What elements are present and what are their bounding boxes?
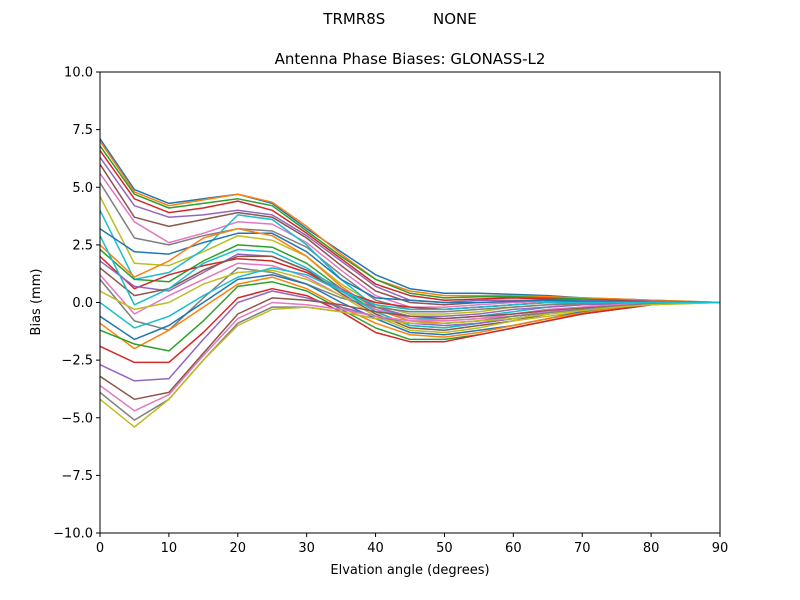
x-tick-label: 60 [505, 541, 522, 556]
y-tick: −7.5 [61, 469, 100, 484]
x-tick: 90 [712, 533, 729, 556]
y-tick: 5.0 [72, 181, 100, 196]
x-tick: 80 [643, 533, 660, 556]
x-tick-label: 40 [367, 541, 384, 556]
x-tick: 10 [161, 533, 178, 556]
x-tick: 30 [298, 533, 315, 556]
y-tick: −2.5 [61, 354, 100, 369]
y-tick-label: 5.0 [72, 181, 93, 196]
chart-title: Antenna Phase Biases: GLONASS-L2 [275, 50, 546, 68]
x-tick-label: 50 [436, 541, 453, 556]
y-axis-label: Bias (mm) [29, 269, 44, 336]
x-tick-label: 80 [643, 541, 660, 556]
y-tick: −10.0 [53, 527, 100, 542]
x-tick-label: 10 [161, 541, 178, 556]
y-tick: −5.0 [61, 411, 100, 426]
series-lines [100, 138, 720, 428]
x-tick: 40 [367, 533, 384, 556]
y-tick: 2.5 [72, 238, 100, 253]
series-line-24 [100, 287, 720, 364]
x-tick-label: 0 [96, 541, 104, 556]
y-tick-label: 10.0 [64, 66, 93, 81]
series-line-30 [100, 235, 720, 311]
y-tick: 0.0 [72, 296, 100, 311]
series-line-4 [100, 149, 720, 304]
y-tick-label: 2.5 [72, 238, 93, 253]
y-tick-label: −2.5 [61, 354, 93, 369]
y-tick-label: −5.0 [61, 411, 93, 426]
series-line-22 [100, 276, 720, 350]
x-axis-label: Elvation angle (degrees) [330, 563, 489, 578]
series-line-17 [100, 262, 720, 322]
x-tick-label: 30 [298, 541, 315, 556]
x-tick-label: 70 [574, 541, 591, 556]
series-line-2 [100, 140, 720, 304]
y-tick-label: −10.0 [53, 527, 93, 542]
chart-suptitle: TRMR8S NONE [322, 10, 476, 28]
x-tick-label: 20 [230, 541, 247, 556]
y-tick: 7.5 [72, 123, 100, 138]
series-line-11 [100, 228, 720, 304]
y-tick: 10.0 [64, 66, 100, 81]
x-axis: 0 10 20 30 40 50 60 70 80 90 [96, 533, 728, 556]
x-tick: 70 [574, 533, 591, 556]
x-tick: 50 [436, 533, 453, 556]
x-tick: 20 [230, 533, 247, 556]
x-tick: 60 [505, 533, 522, 556]
y-tick-label: −7.5 [61, 469, 93, 484]
y-tick-label: 0.0 [72, 296, 93, 311]
y-tick-label: 7.5 [72, 123, 93, 138]
x-tick-label: 90 [712, 541, 729, 556]
series-line-29 [100, 301, 720, 428]
y-axis: −10.0 −7.5 −5.0 −2.5 0.0 2.5 5.0 7.5 10.0 [53, 66, 100, 542]
x-tick: 0 [96, 533, 104, 556]
